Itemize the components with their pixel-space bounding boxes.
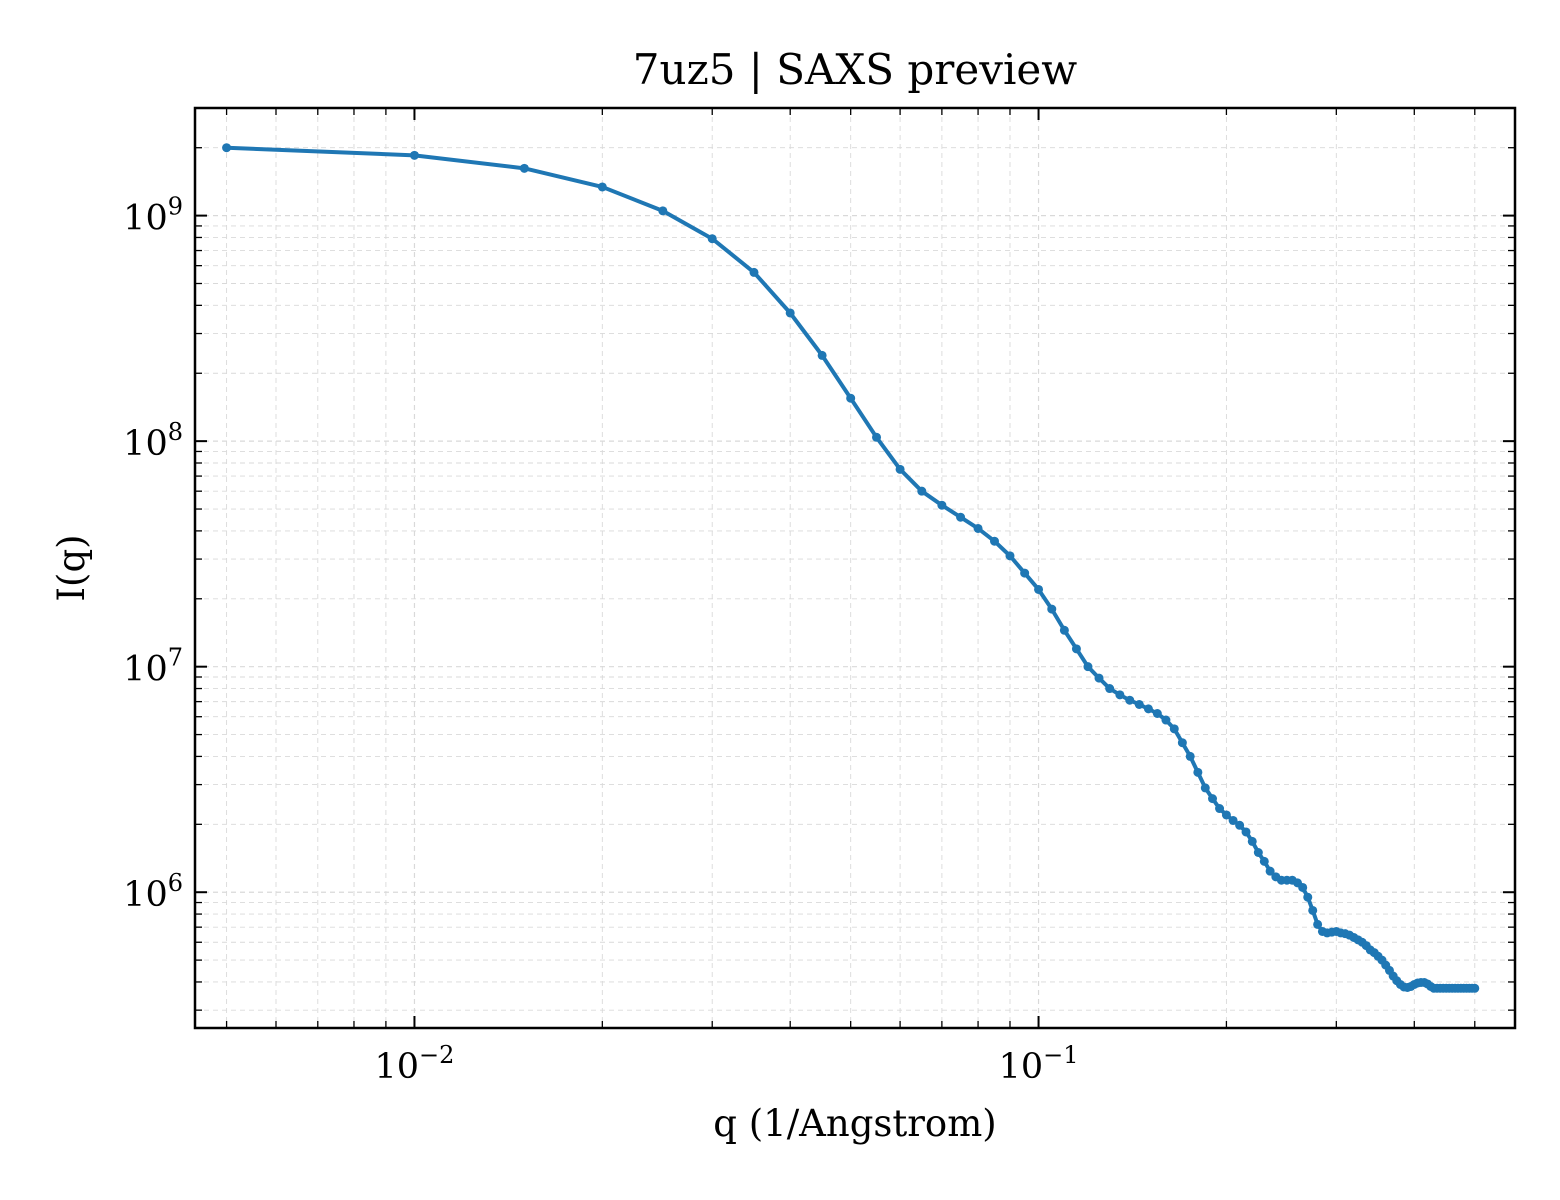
data-point: [1228, 815, 1238, 825]
data-point: [1161, 715, 1171, 725]
data-point: [1215, 804, 1225, 814]
data-point: [785, 308, 795, 318]
grid-lines: [195, 107, 1515, 1028]
plot-frame: [193, 106, 1517, 1030]
y-tick-label: 106: [123, 869, 183, 915]
data-point: [707, 234, 717, 244]
y-tick-label: 107: [123, 644, 183, 690]
data-point: [1265, 866, 1275, 876]
data-point: [749, 267, 759, 277]
data-point: [1185, 751, 1195, 761]
data-point: [519, 163, 529, 173]
data-point: [1020, 568, 1030, 578]
data-point: [1177, 738, 1187, 748]
data-point: [1241, 827, 1251, 837]
chart-title: 7uz5 | SAXS preview: [633, 45, 1077, 94]
data-point: [1005, 551, 1015, 561]
data-point: [817, 350, 827, 360]
data-point: [1094, 673, 1104, 683]
data-point: [1143, 704, 1153, 714]
data-point: [1298, 882, 1308, 892]
y-tick-label: 108: [123, 418, 183, 464]
data-point: [937, 500, 947, 510]
data-point: [872, 432, 882, 442]
data-point: [1253, 848, 1263, 857]
data-point: [1115, 690, 1125, 700]
data-point: [1059, 625, 1069, 635]
y-axis-label: I(q): [50, 534, 93, 601]
x-axis-label: q (1/Angstrom): [713, 1102, 996, 1145]
data-point: [1134, 699, 1144, 709]
data-point: [1303, 892, 1313, 902]
x-tick-labels: 10−2 10−1: [374, 1041, 1078, 1087]
data-point: [973, 523, 983, 533]
data-point: [409, 150, 419, 160]
x-tick-label: 10−1: [999, 1041, 1079, 1087]
data-point: [917, 486, 927, 496]
data-point: [956, 512, 966, 522]
data-point: [1034, 584, 1044, 594]
axis-ticks: [195, 107, 1515, 1028]
data-point: [1047, 604, 1057, 614]
data-point: [1200, 783, 1210, 793]
y-tick-labels: 106 107 108 109: [123, 193, 183, 916]
data-point: [895, 464, 905, 474]
data-point: [1193, 767, 1203, 777]
data-point: [1259, 856, 1269, 866]
data-point: [846, 393, 856, 403]
series-group: [222, 143, 1480, 993]
data-point: [1308, 905, 1318, 915]
data-point: [1235, 820, 1245, 830]
data-point: [1470, 983, 1480, 993]
data-point: [1105, 684, 1115, 694]
data-point: [1083, 662, 1093, 672]
data-point: [1208, 794, 1218, 804]
y-tick-label: 109: [123, 193, 183, 239]
x-tick-label: 10−2: [374, 1041, 454, 1087]
data-point: [1125, 695, 1135, 705]
data-point: [658, 206, 668, 216]
data-point: [1313, 919, 1323, 929]
data-point: [222, 143, 232, 153]
data-point: [1152, 709, 1162, 718]
data-point: [1169, 724, 1179, 734]
data-point: [1247, 836, 1257, 846]
data-point: [990, 536, 999, 546]
data-point: [1071, 644, 1081, 654]
data-point: [1221, 810, 1231, 820]
data-point: [597, 182, 607, 192]
